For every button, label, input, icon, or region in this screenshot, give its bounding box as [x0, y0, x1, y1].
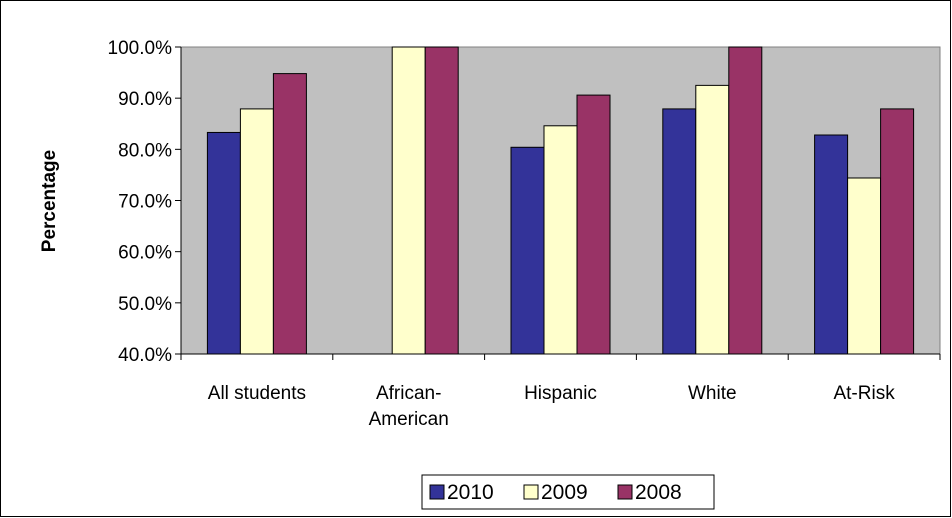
bar-2009-1	[391, 46, 426, 355]
y-tick-label: 60.0%	[118, 243, 172, 264]
bar-2010-2	[510, 146, 545, 355]
legend-swatch-2009	[523, 484, 539, 500]
y-tick-label: 100.0%	[108, 38, 173, 59]
x-tick-label: Hispanic	[524, 383, 597, 404]
bar-2009-4	[847, 177, 882, 355]
bar-2008-4	[880, 108, 915, 355]
x-tick-label: White	[688, 383, 737, 404]
legend-swatch-2008	[617, 484, 633, 500]
bar-2008-1	[424, 46, 459, 355]
bar-2009-0	[239, 108, 274, 355]
bar-2009-3	[695, 84, 730, 355]
y-axis-ticks: 40.0% 50.0% 60.0% 70.0% 80.0% 90.0% 100.0%	[108, 38, 181, 366]
y-tick-label: 90.0%	[118, 89, 172, 110]
x-tick-label: African-American	[369, 383, 449, 430]
bar-2009-2	[543, 125, 578, 355]
legend-label-2010: 2010	[447, 481, 494, 504]
bar-2008-3	[728, 46, 763, 355]
x-axis-labels: All students African-American Hispanic Whit…	[208, 383, 895, 430]
y-tick-label: 80.0%	[118, 140, 172, 161]
x-tick-label: All students	[208, 383, 306, 404]
bar-2010-3	[662, 108, 697, 355]
x-tick-label: At-Risk	[833, 383, 895, 404]
bar-2010-4	[814, 134, 849, 355]
bar-2008-0	[272, 73, 307, 355]
legend-swatch-2010	[429, 484, 445, 500]
legend-label-2008: 2008	[635, 481, 682, 504]
legend: 2010 2009 2008	[421, 474, 715, 510]
y-tick-label: 70.0%	[118, 192, 172, 213]
y-tick-label: 50.0%	[118, 294, 172, 315]
bar-2008-2	[576, 94, 611, 355]
legend-box	[421, 474, 715, 510]
y-tick-label: 40.0%	[118, 345, 172, 366]
bar-2010-0	[206, 131, 241, 355]
y-axis-label: Percentage	[39, 150, 60, 252]
legend-label-2009: 2009	[541, 481, 588, 504]
